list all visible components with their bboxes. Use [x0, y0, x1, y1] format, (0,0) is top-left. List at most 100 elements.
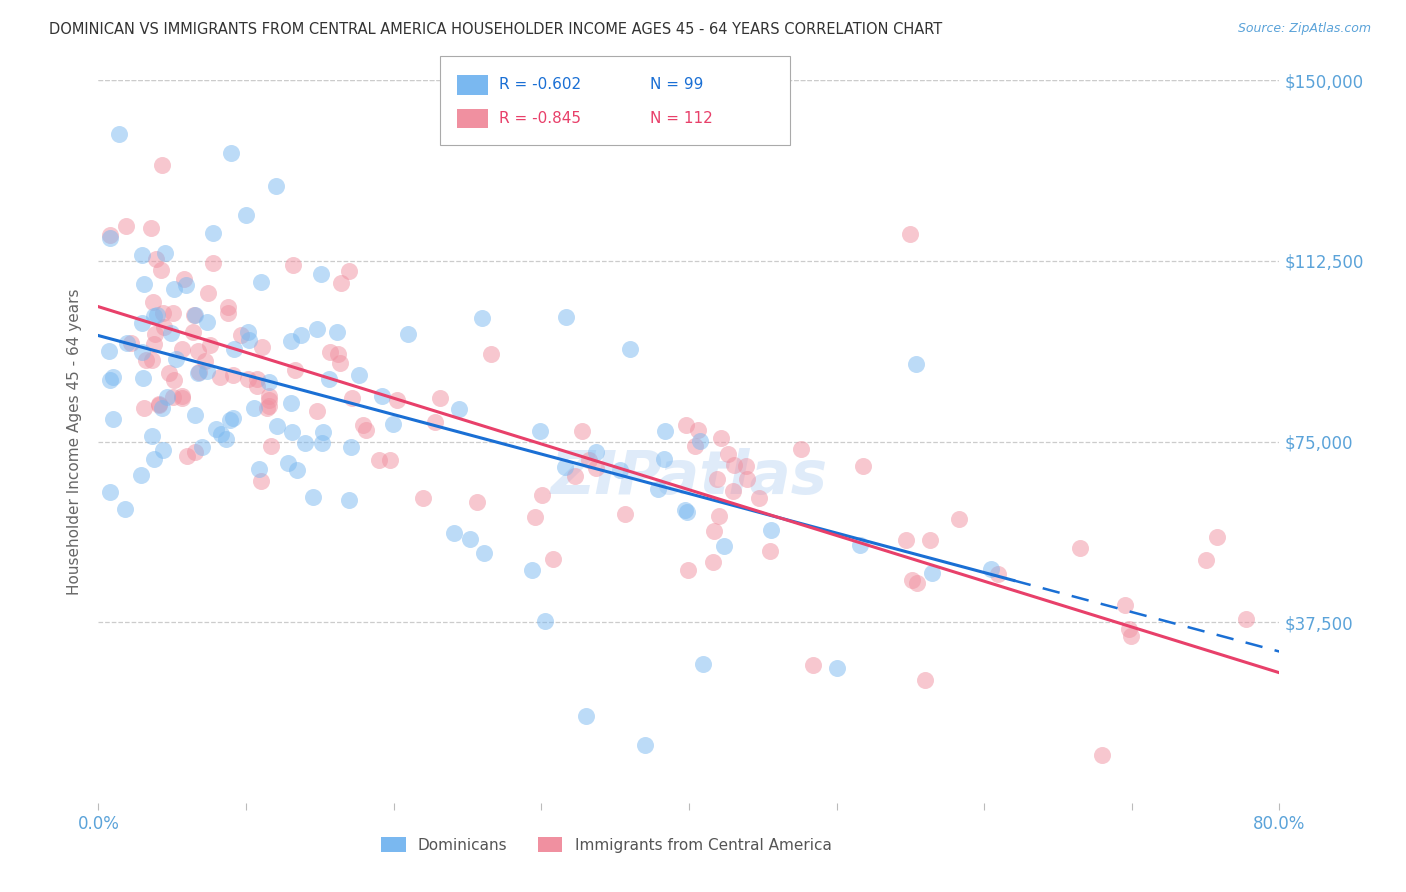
Dominicans [165, 351, 187, 366]
Dominicans [238, 325, 260, 339]
Immigrants from Central America [187, 343, 209, 358]
Immigrants from Central America [150, 263, 173, 277]
Immigrants from Central America [132, 401, 155, 416]
Dominicans [215, 432, 238, 446]
Immigrants from Central America [735, 472, 758, 486]
Immigrants from Central America [688, 423, 710, 437]
Immigrants from Central America [1205, 530, 1227, 544]
Dominicans [163, 281, 186, 295]
Immigrants from Central America [329, 356, 352, 370]
Immigrants from Central America [675, 417, 697, 432]
Immigrants from Central America [173, 272, 195, 286]
Dominicans [264, 179, 287, 194]
Immigrants from Central America [614, 507, 637, 521]
Legend: Dominicans, Immigrants from Central America: Dominicans, Immigrants from Central Amer… [375, 830, 838, 859]
Dominicans [652, 451, 675, 466]
Immigrants from Central America [900, 227, 922, 242]
Dominicans [97, 343, 120, 358]
Immigrants from Central America [98, 227, 121, 242]
Immigrants from Central America [948, 512, 970, 526]
Dominicans [243, 401, 266, 415]
Dominicans [980, 562, 1002, 576]
Immigrants from Central America [759, 544, 782, 558]
Dominicans [619, 342, 641, 356]
Immigrants from Central America [163, 373, 186, 387]
Dominicans [98, 231, 121, 245]
Immigrants from Central America [162, 390, 184, 404]
Dominicans [184, 408, 207, 422]
Immigrants from Central America [257, 392, 280, 407]
Text: Source: ZipAtlas.com: Source: ZipAtlas.com [1237, 22, 1371, 36]
Dominicans [554, 310, 576, 325]
Immigrants from Central America [236, 372, 259, 386]
Dominicans [195, 315, 218, 329]
Text: N = 112: N = 112 [650, 112, 713, 126]
Immigrants from Central America [907, 575, 929, 590]
Immigrants from Central America [721, 484, 744, 499]
Immigrants from Central America [260, 439, 283, 453]
Text: DOMINICAN VS IMMIGRANTS FROM CENTRAL AMERICA HOUSEHOLDER INCOME AGES 45 - 64 YEA: DOMINICAN VS IMMIGRANTS FROM CENTRAL AME… [49, 22, 942, 37]
Immigrants from Central America [217, 300, 239, 314]
Immigrants from Central America [329, 276, 352, 290]
Dominicans [281, 425, 304, 439]
Immigrants from Central America [706, 472, 728, 486]
Dominicans [312, 425, 335, 439]
Immigrants from Central America [1069, 541, 1091, 555]
Text: R = -0.845: R = -0.845 [499, 112, 581, 126]
Dominicans [347, 368, 370, 382]
Dominicans [131, 316, 153, 330]
Dominicans [174, 277, 197, 292]
Immigrants from Central America [352, 417, 374, 432]
Immigrants from Central America [307, 404, 329, 418]
Dominicans [132, 277, 155, 291]
Immigrants from Central America [578, 453, 600, 467]
Dominicans [921, 566, 943, 581]
Dominicans [219, 413, 242, 427]
Immigrants from Central America [284, 363, 307, 377]
Immigrants from Central America [1234, 612, 1257, 626]
Immigrants from Central America [143, 326, 166, 341]
Dominicans [634, 738, 657, 752]
Immigrants from Central America [148, 397, 170, 411]
Dominicans [443, 525, 465, 540]
Immigrants from Central America [141, 353, 163, 368]
Dominicans [689, 434, 711, 448]
Dominicans [904, 357, 927, 371]
Dominicans [311, 267, 333, 281]
Dominicans [713, 539, 735, 553]
Immigrants from Central America [748, 491, 770, 505]
Dominicans [277, 456, 299, 470]
Immigrants from Central America [703, 524, 725, 538]
Dominicans [609, 463, 631, 477]
Immigrants from Central America [1118, 622, 1140, 636]
Immigrants from Central America [734, 459, 756, 474]
Dominicans [132, 371, 155, 385]
Dominicans [575, 709, 598, 723]
Dominicans [103, 370, 125, 384]
Immigrants from Central America [148, 398, 170, 412]
Immigrants from Central America [479, 347, 502, 361]
Dominicans [201, 227, 224, 241]
Dominicans [280, 334, 302, 348]
Dominicans [131, 345, 153, 359]
Dominicans [108, 128, 131, 142]
Dominicans [337, 492, 360, 507]
Dominicans [471, 311, 494, 326]
Immigrants from Central America [1091, 747, 1114, 762]
Dominicans [98, 485, 121, 500]
Immigrants from Central America [340, 391, 363, 405]
Dominicans [647, 483, 669, 497]
Dominicans [301, 490, 323, 504]
Immigrants from Central America [139, 220, 162, 235]
Dominicans [585, 445, 607, 459]
Dominicans [382, 417, 405, 432]
Immigrants from Central America [176, 449, 198, 463]
Dominicans [825, 661, 848, 675]
Immigrants from Central America [246, 372, 269, 386]
Immigrants from Central America [465, 495, 488, 509]
Immigrants from Central America [717, 447, 740, 461]
Immigrants from Central America [181, 325, 204, 339]
Immigrants from Central America [337, 264, 360, 278]
Immigrants from Central America [683, 439, 706, 453]
Dominicans [676, 505, 699, 519]
